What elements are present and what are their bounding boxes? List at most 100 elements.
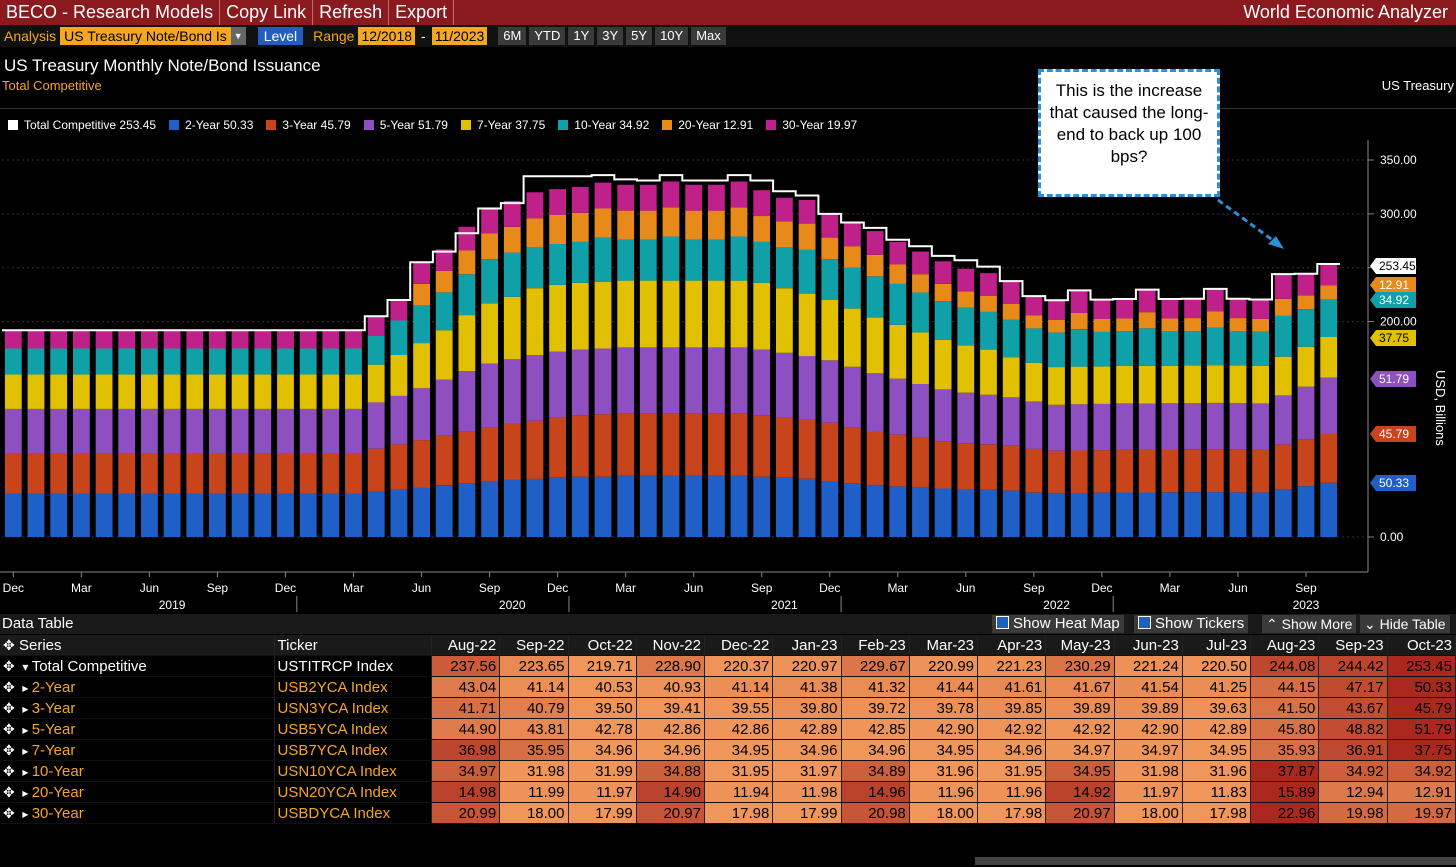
table-row[interactable]: ✥ ▸ 30-Year USBDYCA Index 20.99 18.00 17.99 2…	[0, 802, 1456, 824]
analysis-select[interactable]: US Treasury Note/Bond Is	[60, 27, 231, 45]
period-5y-button[interactable]: 5Y	[626, 27, 653, 45]
period-1y-button[interactable]: 1Y	[568, 27, 595, 45]
legend-item-10y[interactable]: 10-Year 34.92	[558, 118, 649, 132]
show-tickers-toggle[interactable]: Show Tickers	[1134, 615, 1249, 633]
ticker-cell[interactable]: USB2YCA Index	[274, 676, 432, 698]
ticker-cell[interactable]: USB5YCA Index	[274, 718, 432, 740]
move-icon[interactable]: ✥	[3, 741, 15, 758]
month-column-header[interactable]: May-23	[1045, 635, 1115, 656]
month-column-header[interactable]: Jan-23	[772, 635, 842, 656]
expand-arrow-icon[interactable]: ▸	[19, 743, 32, 758]
legend-item-5y[interactable]: 5-Year 51.79	[363, 118, 448, 132]
move-icon[interactable]: ✥	[3, 657, 15, 674]
month-column-header[interactable]: Feb-23	[841, 635, 910, 656]
month-column-header[interactable]: Apr-23	[977, 635, 1047, 656]
expand-arrow-icon[interactable]: ▸	[19, 806, 32, 821]
show-heat-map-toggle[interactable]: Show Heat Map	[992, 615, 1124, 633]
legend-item-7y[interactable]: 7-Year 37.75	[460, 118, 545, 132]
legend-item-2y[interactable]: 2-Year 50.33	[169, 118, 253, 132]
series-cell[interactable]: ✥ ▸ 2-Year	[0, 676, 275, 698]
menu-research-models[interactable]: BECO - Research Models	[0, 0, 221, 25]
collapse-arrow-icon[interactable]: ▾	[19, 659, 32, 674]
move-icon[interactable]: ✥	[3, 678, 15, 695]
bar-segment	[277, 493, 294, 537]
expand-arrow-icon[interactable]: ▸	[19, 764, 32, 779]
period-max-button[interactable]: Max	[691, 27, 726, 45]
menu-refresh[interactable]: Refresh	[313, 0, 390, 25]
legend-item-3y[interactable]: 3-Year 45.79	[266, 118, 351, 132]
hide-table-button[interactable]: ⌄ Hide Table	[1360, 615, 1450, 633]
month-column-header[interactable]: Sep-22	[499, 635, 569, 656]
value-cell: 31.95	[977, 760, 1047, 782]
move-icon[interactable]: ✥	[3, 720, 15, 737]
series-cell[interactable]: ✥ ▸ 5-Year	[0, 718, 275, 740]
legend-item-total[interactable]: Total Competitive 253.45	[8, 118, 156, 132]
bar-segment	[1206, 365, 1224, 403]
month-column-header[interactable]: Aug-22	[431, 635, 501, 656]
level-button[interactable]: Level	[257, 27, 304, 45]
series-cell[interactable]: ✥ ▸ 3-Year	[0, 697, 275, 719]
legend-item-20y[interactable]: 20-Year 12.91	[662, 118, 753, 132]
ticker-cell[interactable]: USN3YCA Index	[274, 697, 432, 719]
horizontal-scrollbar[interactable]	[975, 857, 1456, 865]
legend-item-30y[interactable]: 30-Year 19.97	[766, 118, 857, 132]
period-10y-button[interactable]: 10Y	[655, 27, 689, 45]
ticker-cell[interactable]: USN20YCA Index	[274, 781, 432, 803]
bar-segment	[345, 330, 362, 349]
bar-segment	[957, 291, 975, 308]
value-cell: 11.96	[977, 781, 1047, 803]
range-start-field[interactable]: 12/2018	[358, 27, 416, 45]
move-icon[interactable]: ✥	[3, 783, 15, 800]
series-cell[interactable]: ✥ ▸ 7-Year	[0, 739, 275, 761]
month-column-header[interactable]: Jul-23	[1182, 635, 1251, 656]
period-3y-button[interactable]: 3Y	[597, 27, 624, 45]
move-icon[interactable]: ✥	[3, 804, 15, 821]
ticker-cell[interactable]: USTITRCP Index	[274, 655, 432, 677]
bar-segment	[481, 207, 498, 234]
table-row[interactable]: ✥ ▸ 7-Year USB7YCA Index 36.98 35.95 34.96 34…	[0, 739, 1456, 761]
table-row[interactable]: ✥ ▸ 20-Year USN20YCA Index 14.98 11.99 11.97…	[0, 781, 1456, 803]
month-column-header[interactable]: Dec-22	[704, 635, 774, 656]
control-bar: Analysis US Treasury Note/Bond Is ▼ Leve…	[0, 25, 1456, 47]
show-more-button[interactable]: ⌃ Show More	[1262, 615, 1357, 633]
month-column-header[interactable]: Jun-23	[1114, 635, 1183, 656]
bar-segment	[50, 493, 68, 537]
period-ytd-button[interactable]: YTD	[529, 27, 566, 45]
move-icon[interactable]: ✥	[3, 762, 15, 779]
menu-export[interactable]: Export	[389, 0, 455, 25]
series-column-header[interactable]: ✥ Series	[0, 635, 275, 656]
expand-arrow-icon[interactable]: ▸	[19, 722, 32, 737]
ticker-cell[interactable]: USB7YCA Index	[274, 739, 432, 761]
bar-segment	[345, 453, 362, 494]
expand-arrow-icon[interactable]: ▸	[19, 701, 32, 716]
series-cell[interactable]: ✥ ▸ 10-Year	[0, 760, 275, 782]
bar-segment	[1297, 386, 1315, 440]
table-row[interactable]: ✥ ▾ Total Competitive USTITRCP Index 237.5…	[0, 655, 1456, 677]
expand-arrow-icon[interactable]: ▸	[19, 680, 32, 695]
period-6m-button[interactable]: 6M	[498, 27, 527, 45]
month-column-header[interactable]: Nov-22	[636, 635, 706, 656]
move-icon[interactable]: ✥	[3, 699, 15, 716]
table-row[interactable]: ✥ ▸ 5-Year USB5YCA Index 44.90 43.81 42.78 42…	[0, 718, 1456, 740]
month-column-header[interactable]: Sep-23	[1318, 635, 1388, 656]
ticker-cell[interactable]: USBDYCA Index	[274, 802, 432, 824]
month-column-header[interactable]: Aug-23	[1250, 635, 1320, 656]
x-month-label: Sep	[479, 581, 501, 595]
month-column-header[interactable]: Mar-23	[909, 635, 979, 656]
menu-copy-link[interactable]: Copy Link	[220, 0, 314, 25]
chevron-down-icon[interactable]: ▼	[230, 27, 246, 45]
range-end-field[interactable]: 11/2023	[431, 27, 488, 45]
month-column-header[interactable]: Oct-23	[1387, 635, 1456, 656]
table-row[interactable]: ✥ ▸ 10-Year USN10YCA Index 34.97 31.98 31.99…	[0, 760, 1456, 782]
table-row[interactable]: ✥ ▸ 3-Year USN3YCA Index 41.71 40.79 39.50 39…	[0, 697, 1456, 719]
expand-arrow-icon[interactable]: ▸	[19, 785, 32, 800]
table-row[interactable]: ✥ ▸ 2-Year USB2YCA Index 43.04 41.14 40.53 40…	[0, 676, 1456, 698]
series-cell[interactable]: ✥ ▸ 30-Year	[0, 802, 275, 824]
ticker-column-header[interactable]: Ticker	[274, 635, 432, 656]
month-column-header[interactable]: Oct-22	[568, 635, 637, 656]
ticker-cell[interactable]: USN10YCA Index	[274, 760, 432, 782]
series-cell[interactable]: ✥ ▾ Total Competitive	[0, 655, 275, 677]
value-cell: 41.54	[1114, 676, 1183, 698]
series-cell[interactable]: ✥ ▸ 20-Year	[0, 781, 275, 803]
